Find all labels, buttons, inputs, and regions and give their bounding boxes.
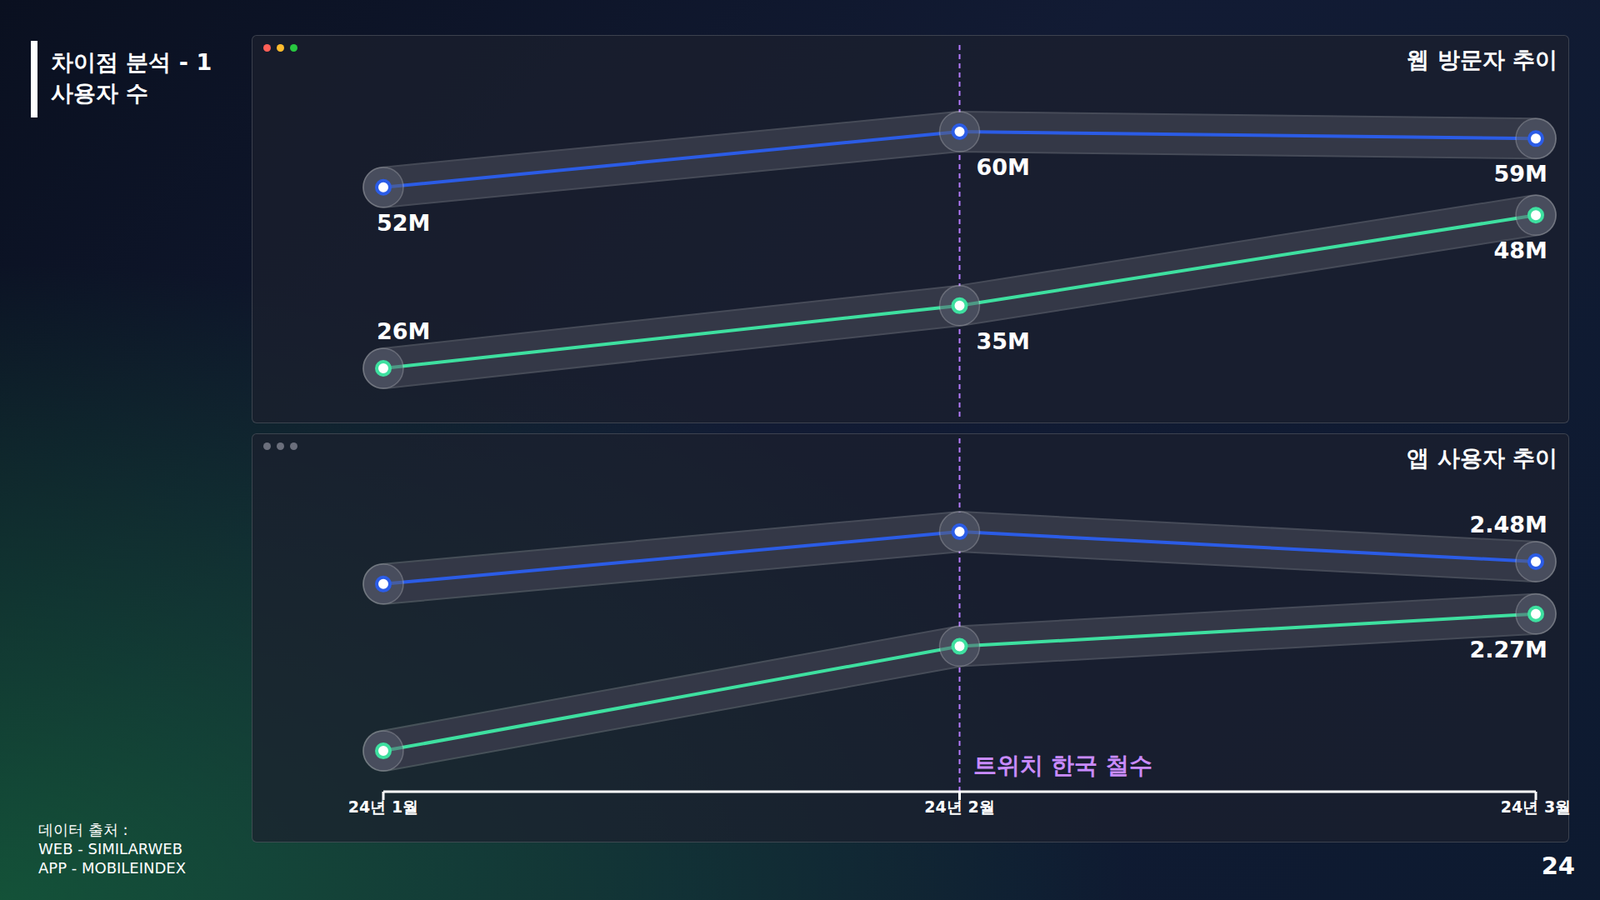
svg-text:52M: 52M xyxy=(376,210,430,236)
svg-text:2.48M: 2.48M xyxy=(1470,511,1549,538)
html-text:WEB - SIMILARWEB: WEB - SIMILARWEB xyxy=(38,840,183,858)
svg-text:35M: 35M xyxy=(976,328,1030,355)
html-text:앱 사용자 추이: 앱 사용자 추이 xyxy=(1406,445,1558,471)
svg-text:24년 2월: 24년 2월 xyxy=(924,797,995,816)
html-text:APP - MOBILEINDEX: APP - MOBILEINDEX xyxy=(38,859,186,877)
svg-text:26M: 26M xyxy=(376,318,430,345)
svg-text:24년 3월: 24년 3월 xyxy=(1500,797,1571,816)
html-text:사용자 수: 사용자 수 xyxy=(50,80,149,106)
html-text:웹 방문자 추이: 웹 방문자 추이 xyxy=(1406,46,1558,73)
html-text:차이점 분석 - 1: 차이점 분석 - 1 xyxy=(50,49,212,75)
html-text:데이터 출처 :: 데이터 출처 : xyxy=(38,820,128,839)
html-text:24: 24 xyxy=(1541,851,1575,880)
svg-text:트위치 한국 철수: 트위치 한국 철수 xyxy=(973,751,1154,780)
svg-text:60M: 60M xyxy=(976,154,1030,180)
svg-text:48M: 48M xyxy=(1494,237,1548,264)
svg-text:2.27M: 2.27M xyxy=(1470,636,1549,663)
svg-text:59M: 59M xyxy=(1494,160,1548,187)
svg-text:24년 1월: 24년 1월 xyxy=(348,797,419,816)
